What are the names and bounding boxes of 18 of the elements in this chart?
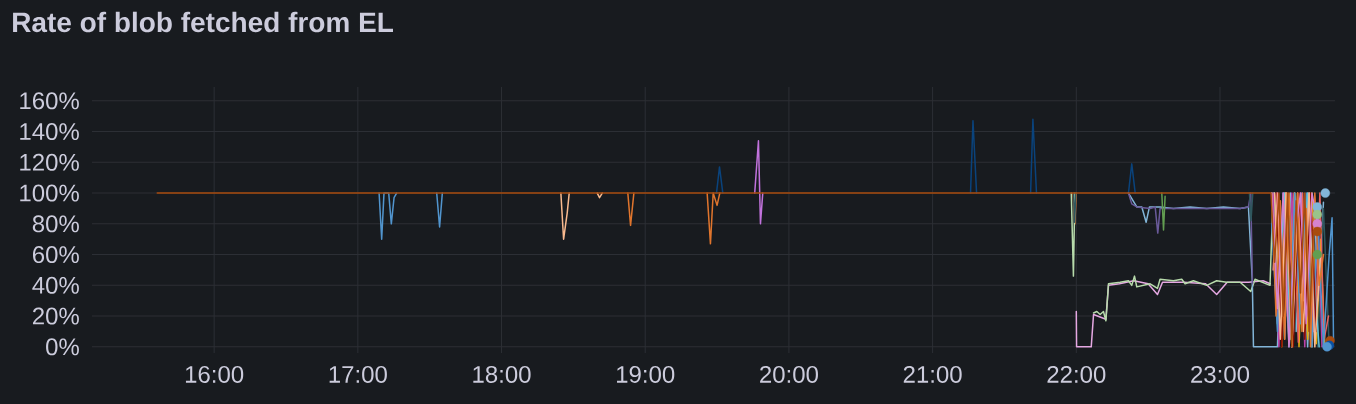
x-tick-label: 23:00 — [1191, 365, 1250, 383]
y-tick-label: 80% — [32, 215, 79, 233]
x-tick-label: 20:00 — [760, 365, 818, 383]
x-tick-label: 19:00 — [617, 365, 675, 383]
chart-title: Rate of blob fetched from EL — [13, 11, 393, 33]
y-tick-label: 100% — [20, 184, 79, 202]
y-tick-label: 120% — [20, 153, 79, 171]
y-tick-label: 40% — [32, 276, 79, 294]
y-tick-label: 20% — [32, 307, 79, 325]
y-tick-label: 60% — [32, 246, 79, 264]
x-tick-label: 16:00 — [185, 365, 244, 383]
y-tick-label: 0% — [46, 338, 79, 356]
x-tick-label: 17:00 — [329, 365, 387, 383]
y-tick-label: 140% — [20, 123, 79, 141]
x-tick-label: 18:00 — [473, 365, 531, 383]
y-tick-label: 160% — [20, 92, 79, 110]
x-tick-label: 22:00 — [1047, 365, 1106, 383]
x-tick-label: 21:00 — [903, 365, 962, 383]
